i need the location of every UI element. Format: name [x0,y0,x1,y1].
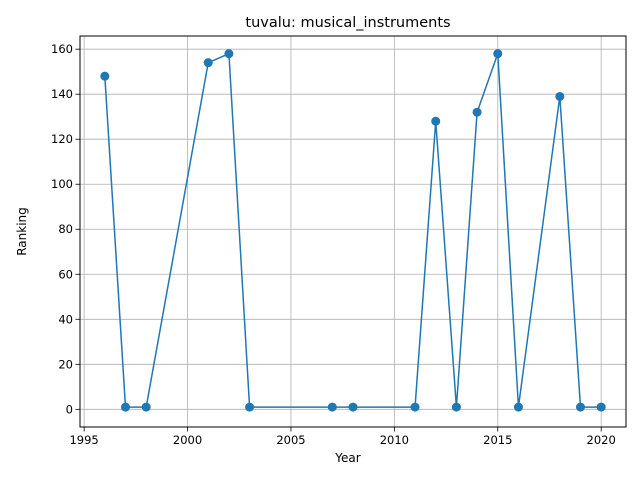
x-tick-label: 2010 [380,433,409,447]
data-point [121,402,130,412]
data-point [472,107,482,117]
y-tick-label: 60 [58,267,73,281]
data-point [513,402,523,412]
y-axis-label: Ranking [15,207,29,256]
data-point [141,402,151,412]
data-point [451,402,461,412]
data-point [596,402,606,412]
data-point [555,91,565,101]
x-tick-label: 1995 [69,433,98,447]
plot-area [80,36,626,427]
x-axis-label: Year [334,451,360,465]
x-tick-label: 2020 [587,433,616,447]
data-point [493,49,503,59]
grid-lines [80,36,626,427]
data-point [100,71,110,81]
plot-frame [79,35,627,428]
x-axis: 1995 2000 2005 2010 2015 2020 [69,427,616,447]
y-tick-label: 20 [58,357,73,371]
data-point [410,402,420,412]
y-tick-label: 120 [51,132,73,146]
chart-title: tuvalu: musical_instruments [245,15,450,31]
y-tick-label: 100 [51,177,73,191]
data-point [224,49,234,59]
x-tick-label: 2000 [173,433,202,447]
y-tick-label: 160 [51,42,73,56]
data-point [431,116,441,126]
y-axis: 0 20 40 60 80 100 120 140 160 [51,42,80,416]
data-point [245,402,255,412]
data-point [327,402,337,412]
series-layer [100,49,606,412]
y-tick-label: 0 [66,402,73,416]
data-point [576,402,585,412]
y-tick-label: 140 [51,87,73,101]
data-point [203,58,213,68]
x-tick-label: 2015 [483,433,512,447]
y-tick-label: 40 [58,312,73,326]
x-tick-label: 2005 [276,433,305,447]
data-point [348,402,358,412]
y-tick-label: 80 [58,222,73,236]
